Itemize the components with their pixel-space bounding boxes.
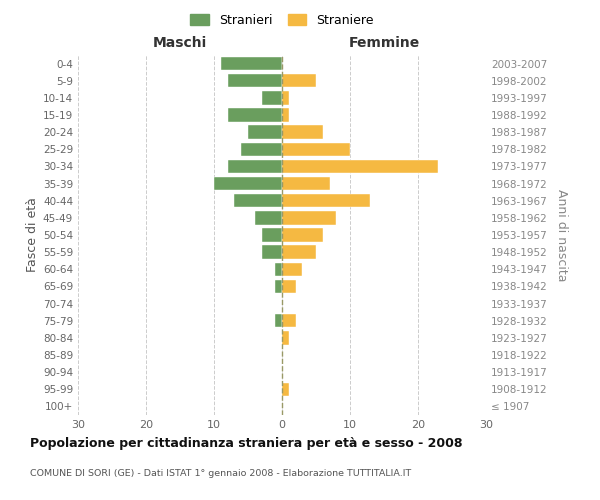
Bar — [282, 74, 316, 88]
Text: Maschi: Maschi — [153, 36, 207, 50]
Legend: Stranieri, Straniere: Stranieri, Straniere — [185, 8, 379, 32]
Bar — [282, 194, 370, 207]
Bar — [262, 228, 282, 241]
Bar — [275, 280, 282, 293]
Bar — [282, 177, 329, 190]
Bar — [227, 160, 282, 173]
Bar — [235, 194, 282, 207]
Text: Popolazione per cittadinanza straniera per età e sesso - 2008: Popolazione per cittadinanza straniera p… — [30, 438, 463, 450]
Bar — [282, 331, 289, 344]
Bar — [275, 262, 282, 276]
Bar — [221, 57, 282, 70]
Bar — [255, 211, 282, 224]
Bar — [262, 246, 282, 259]
Bar — [282, 228, 323, 241]
Bar — [282, 246, 316, 259]
Text: COMUNE DI SORI (GE) - Dati ISTAT 1° gennaio 2008 - Elaborazione TUTTITALIA.IT: COMUNE DI SORI (GE) - Dati ISTAT 1° genn… — [30, 469, 411, 478]
Bar — [227, 108, 282, 122]
Bar — [282, 382, 289, 396]
Bar — [282, 314, 296, 328]
Text: Femmine: Femmine — [349, 36, 419, 50]
Bar — [282, 108, 289, 122]
Y-axis label: Fasce di età: Fasce di età — [26, 198, 39, 272]
Bar — [282, 160, 439, 173]
Bar — [214, 177, 282, 190]
Bar — [282, 142, 350, 156]
Y-axis label: Anni di nascita: Anni di nascita — [554, 188, 568, 281]
Bar — [282, 211, 337, 224]
Bar — [282, 280, 296, 293]
Bar — [282, 91, 289, 104]
Bar — [282, 126, 323, 139]
Bar — [241, 142, 282, 156]
Bar — [248, 126, 282, 139]
Bar — [227, 74, 282, 88]
Bar — [275, 314, 282, 328]
Bar — [262, 91, 282, 104]
Bar — [282, 262, 302, 276]
